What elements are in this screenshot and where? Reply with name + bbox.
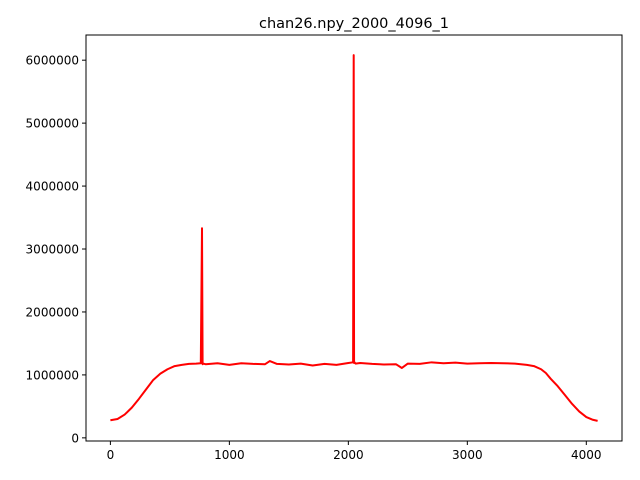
x-tick-label: 0 <box>107 448 115 462</box>
y-axis: 0 1000000 2000000 3000000 4000000 5000000 6000… <box>26 54 86 445</box>
x-tick-label: 1000 <box>214 448 245 462</box>
y-tick-label: 1000000 <box>26 368 79 382</box>
y-tick-label: 5000000 <box>26 117 79 131</box>
y-tick-label: 3000000 <box>26 243 79 257</box>
chart-title: chan26.npy_2000_4096_1 <box>259 16 449 32</box>
x-tick-label: 2000 <box>333 448 364 462</box>
series-line <box>110 54 598 422</box>
x-tick-label: 4000 <box>571 448 602 462</box>
y-tick-label: 4000000 <box>26 180 79 194</box>
y-tick-label: 2000000 <box>26 305 79 319</box>
y-tick-label: 0 <box>71 431 79 445</box>
x-axis: 0 1000 2000 3000 4000 <box>107 441 602 462</box>
plot-area <box>110 54 598 422</box>
y-tick-label: 6000000 <box>26 54 79 68</box>
axes-frame <box>85 34 623 442</box>
x-tick-label: 3000 <box>452 448 483 462</box>
